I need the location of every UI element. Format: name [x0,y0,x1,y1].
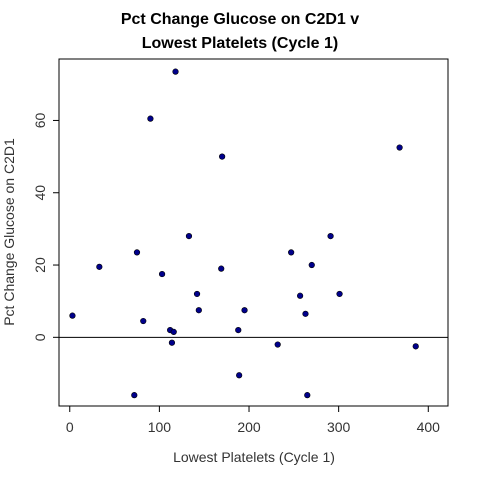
x-tick-label: 200 [237,419,261,435]
y-axis-label: Pct Change Glucose on C2D1 [1,138,17,326]
chart-title-line-1: Pct Change Glucose on C2D1 v [121,11,359,28]
data-point [297,292,304,299]
data-point [158,270,166,278]
data-point [96,263,103,270]
data-point [327,233,334,240]
data-point [170,328,177,336]
y-tick-label: 60 [32,112,48,128]
data-point [218,265,225,272]
data-point [396,144,403,151]
data-point [304,392,311,399]
x-tick-label: 100 [148,419,172,435]
x-axis-label: Lowest Platelets (Cycle 1) [173,449,335,465]
data-point [195,307,202,314]
data-point [302,310,309,317]
data-point [133,249,141,256]
data-point [274,341,281,348]
data-point [241,307,248,314]
data-point [193,290,201,298]
y-axis: 0 20 40 60 [32,112,59,341]
data-point [69,312,76,319]
data-point [236,372,243,379]
data-points [69,68,419,399]
x-tick-label: 300 [327,419,351,435]
y-tick-label: 40 [32,185,48,201]
data-point [168,339,176,346]
data-point [412,343,419,350]
data-point [235,326,242,334]
data-point [131,392,138,399]
data-point [172,68,179,75]
y-tick-label: 0 [32,333,48,341]
data-point [288,249,295,256]
x-tick-label: 400 [417,419,441,435]
data-point [147,115,154,122]
data-point [219,153,226,160]
data-point [308,261,315,269]
x-axis: 0 100 200 300 400 [66,406,440,435]
y-tick-label: 20 [32,257,48,273]
x-tick-label: 0 [66,419,74,435]
data-point [185,233,193,240]
chart-title-line-2: Lowest Platelets (Cycle 1) [142,35,339,52]
data-point [140,317,147,325]
plot-frame [58,58,449,407]
data-point [336,290,343,298]
